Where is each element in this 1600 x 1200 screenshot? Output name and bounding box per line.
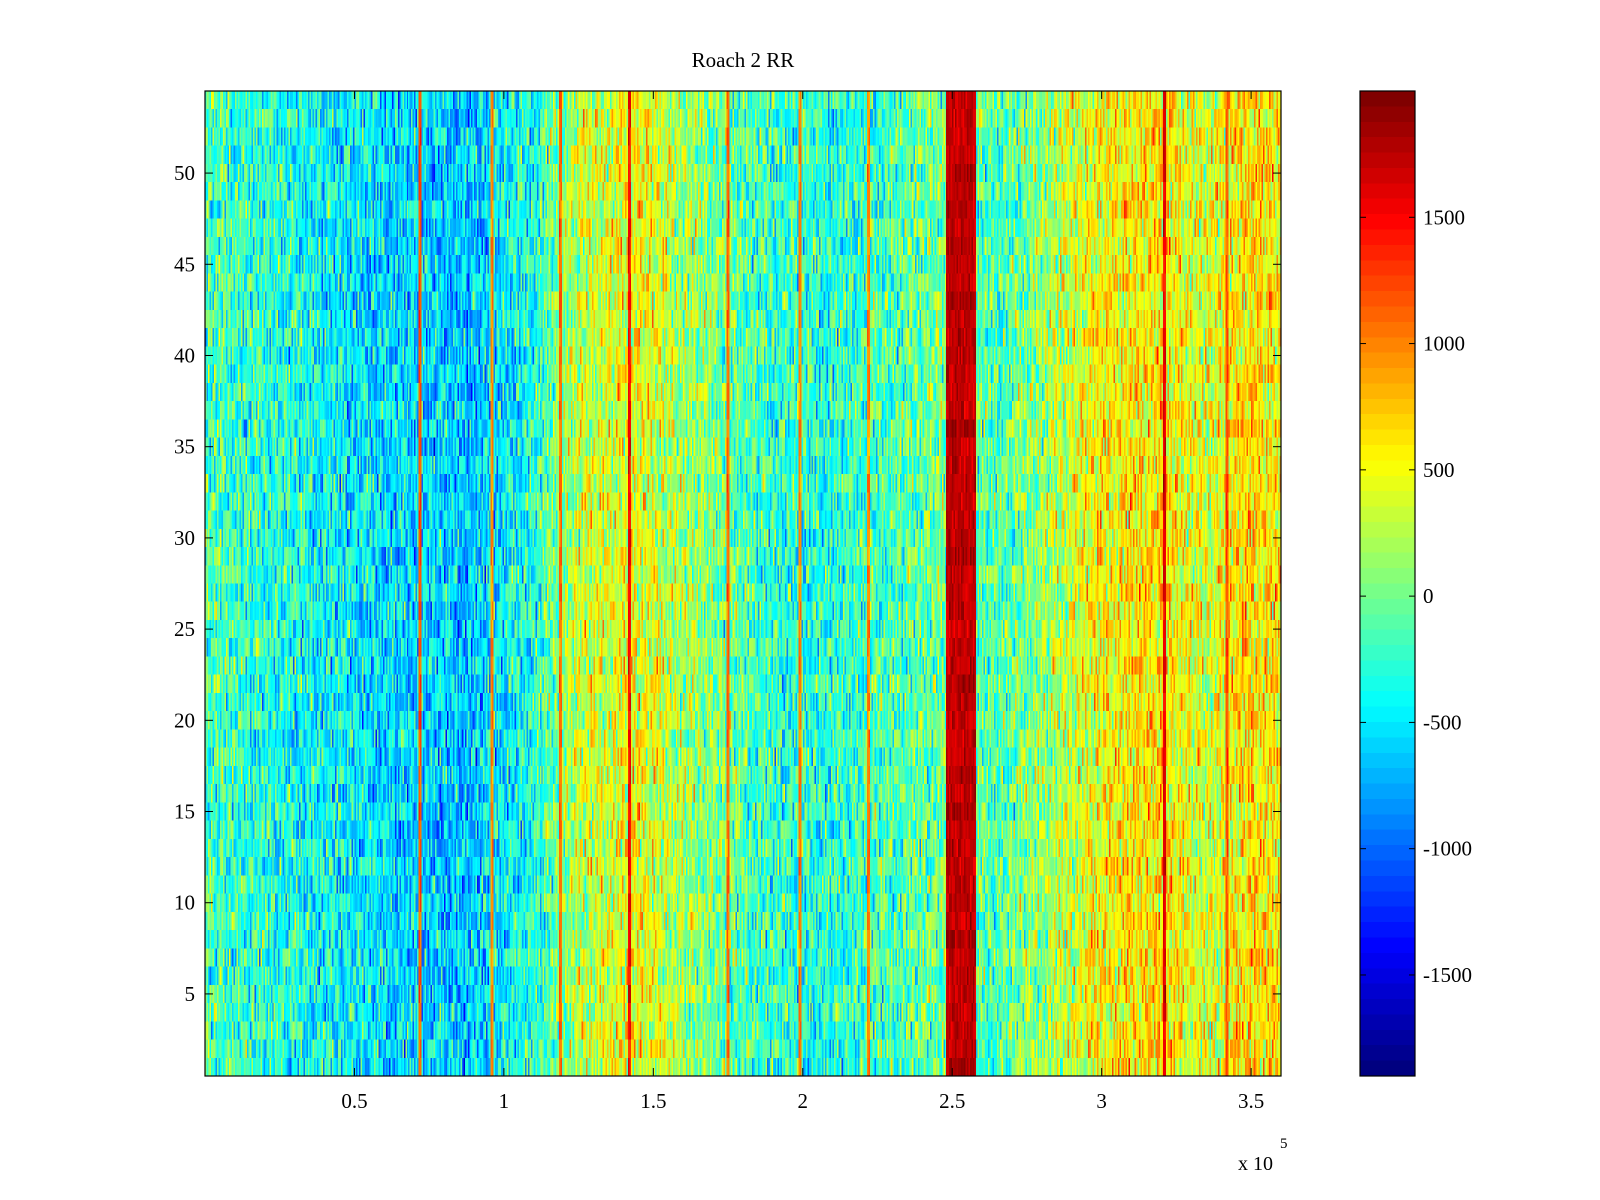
y-tick-label: 25 xyxy=(174,617,195,641)
colorbar-tick-label: -1500 xyxy=(1423,963,1472,987)
x-tick-label: 1 xyxy=(499,1089,510,1113)
plot-frame xyxy=(204,90,1282,1077)
colorbar-ticks: -1500 -1000 -500 0 500 1000 1500 xyxy=(1360,205,1472,987)
y-tick-label: 45 xyxy=(174,252,195,276)
x-multiplier-exponent: 5 xyxy=(1280,1136,1288,1152)
heatmap-image xyxy=(205,91,1281,1076)
y-tick-label: 35 xyxy=(174,435,195,459)
colorbar-tick-label: -500 xyxy=(1423,710,1462,734)
y-tick-label: 50 xyxy=(174,161,195,185)
x-tick-label: 0.5 xyxy=(341,1089,367,1113)
y-tick-label: 30 xyxy=(174,526,195,550)
colorbar-frame xyxy=(1359,90,1416,1077)
x-tick-label: 3 xyxy=(1096,1089,1107,1113)
colorbar-tick-label: 0 xyxy=(1423,584,1434,608)
colorbar-gradient xyxy=(1360,91,1415,1076)
x-multiplier-label: x 10 xyxy=(1238,1153,1273,1175)
y-axis-ticks: 5 10 15 20 25 30 35 40 45 50 xyxy=(174,161,1281,1006)
x-tick-label: 3.5 xyxy=(1238,1089,1264,1113)
y-tick-label: 15 xyxy=(174,800,195,824)
colorbar-tick-label: 1000 xyxy=(1423,332,1465,356)
colorbar-tick-label: 1500 xyxy=(1423,205,1465,229)
x-tick-label: 2 xyxy=(798,1089,809,1113)
y-tick-label: 5 xyxy=(185,982,196,1006)
colorbar-tick-label: -1000 xyxy=(1423,837,1472,861)
x-axis-ticks: 0.5 1 1.5 2 2.5 3 3.5 xyxy=(341,91,1264,1113)
y-tick-label: 20 xyxy=(174,708,195,732)
y-tick-label: 10 xyxy=(174,891,195,915)
chart-title: Roach 2 RR xyxy=(692,48,795,72)
colorbar-tick-label: 500 xyxy=(1423,458,1455,482)
x-tick-label: 1.5 xyxy=(640,1089,666,1113)
x-tick-label: 2.5 xyxy=(939,1089,965,1113)
y-tick-label: 40 xyxy=(174,343,195,367)
